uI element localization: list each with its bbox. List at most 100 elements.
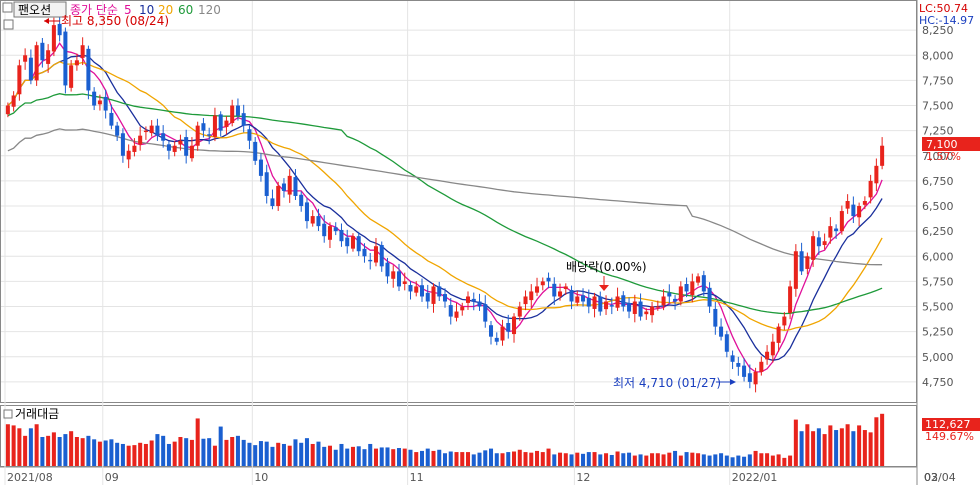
candle-body [477, 301, 482, 307]
candle-body [442, 294, 448, 302]
candle-body [345, 237, 350, 247]
candle-body [63, 31, 68, 86]
volume-bar [569, 454, 574, 466]
candle-body [506, 323, 511, 332]
panel-toggle[interactable] [3, 19, 14, 30]
candle-body [724, 334, 729, 352]
volume-toggle[interactable] [3, 409, 13, 419]
volume-bar [546, 448, 551, 466]
candle-body [747, 373, 752, 382]
y-tick-label: 8,000 [922, 49, 954, 62]
candle-body [408, 285, 413, 292]
dividend-annotation-label: 배당락(0.00%) [566, 260, 647, 274]
volume-bar [356, 446, 361, 466]
volume-bar [293, 439, 298, 466]
volume-bar [845, 424, 850, 466]
volume-bar [765, 453, 770, 466]
candle-body [857, 206, 862, 218]
volume-bar [736, 455, 741, 466]
candle-body [327, 226, 332, 240]
candle-body [287, 175, 292, 195]
candle-body [713, 308, 718, 327]
candle-body [655, 306, 660, 308]
candle-body [51, 25, 56, 52]
volume-bar [299, 442, 304, 466]
candle-body [126, 150, 131, 160]
price-badge-change: 1.57% [926, 150, 961, 163]
volume-bar [333, 449, 338, 466]
volume-bar [212, 445, 217, 466]
volume-bar [851, 431, 856, 466]
candle-body [120, 133, 125, 156]
candle-body [212, 115, 217, 137]
candle-body [132, 145, 137, 152]
volume-bar [776, 454, 781, 466]
candle-body [28, 57, 33, 81]
candle-body [845, 201, 850, 209]
candle-body [604, 301, 609, 310]
candle-body [828, 226, 833, 238]
volume-bar [535, 450, 540, 466]
volume-bar [834, 430, 839, 466]
candle-body [575, 296, 580, 303]
candle-body [69, 65, 74, 88]
candle-body [293, 177, 298, 196]
volume-bar [247, 442, 252, 466]
volume-bar [701, 454, 706, 466]
symbol-tab-label: 팬오션 [18, 3, 51, 17]
candle-body [862, 201, 867, 205]
candle-body [592, 296, 597, 309]
candle-body [379, 245, 384, 267]
volume-bar [373, 448, 378, 466]
volume-bar [644, 455, 649, 466]
volume-bar [655, 453, 660, 466]
volume-bar [184, 438, 189, 466]
y-tick-label: 5,250 [922, 326, 954, 339]
volume-bar [379, 447, 384, 466]
volume-badge-change: 149.67% [925, 430, 974, 443]
volume-bar [218, 426, 223, 466]
volume-bar [5, 424, 10, 466]
legend-ma-120: 120 [198, 3, 221, 17]
right-axis-area [917, 0, 980, 485]
volume-bar [523, 452, 528, 466]
candle-body [235, 105, 240, 116]
candle-body [621, 295, 626, 307]
volume-bar [724, 455, 729, 466]
volume-bar [362, 449, 367, 466]
hc-value: HC:-14.97 [919, 14, 974, 27]
candle-body [512, 316, 517, 335]
candle-body [874, 165, 879, 184]
symbol-tab[interactable] [13, 1, 67, 18]
volume-bar [650, 453, 655, 466]
volume-bar [489, 448, 494, 466]
lc-value: LC:50.74 [919, 2, 968, 15]
candle-body [207, 134, 212, 136]
candle-body [86, 48, 91, 91]
volume-bar [558, 452, 563, 466]
candle-body [776, 326, 781, 343]
volume-bar [51, 432, 56, 466]
volume-panel-label: 거래대금 [15, 407, 59, 421]
legend-toggle[interactable] [2, 2, 13, 13]
legend-ma-10: 10 [139, 3, 154, 17]
candle-body [558, 291, 563, 297]
candle-body [195, 125, 200, 146]
y-tick-label: 6,500 [922, 200, 954, 213]
candle-body [230, 105, 235, 124]
candle-body [500, 326, 505, 341]
volume-bar [241, 439, 246, 466]
y-tick-label: 7,750 [922, 74, 954, 87]
volume-bar [322, 446, 327, 466]
legend-ma-60: 60 [178, 3, 193, 17]
volume-bar [805, 424, 810, 466]
candle-body [419, 285, 425, 297]
volume-bar [442, 453, 448, 466]
volume-bar [304, 438, 309, 466]
candle-body [782, 316, 787, 326]
candle-body [460, 306, 465, 311]
candle-body [80, 45, 85, 58]
volume-bar [460, 452, 465, 466]
